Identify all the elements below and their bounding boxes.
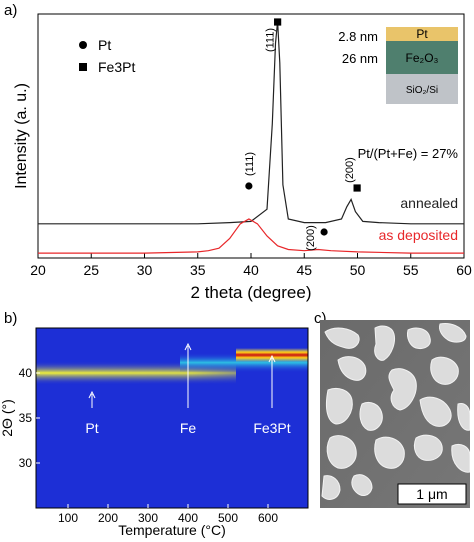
sem-particle (388, 368, 417, 411)
xrd-annotations: (111) (111) (200) (200) (244, 18, 361, 251)
layer-pt-label: Pt (416, 27, 428, 41)
sem-particle (457, 403, 470, 431)
heatmap-band-label: Fe (180, 420, 197, 436)
layer-substrate-label: SiO₂/Si (406, 85, 438, 96)
sem-particle (325, 387, 353, 425)
sem-particle (374, 325, 395, 361)
sem-particle (359, 401, 383, 431)
legend-fe3pt-label: Fe3Pt (98, 59, 135, 75)
legend-pt-label: Pt (98, 37, 111, 53)
x-tick-label: 45 (296, 262, 312, 278)
layer-fe2o3-thickness: 26 nm (342, 51, 378, 66)
panel-label-b: b) (4, 310, 18, 327)
x-tick-label: 30 (137, 262, 153, 278)
sem-micrograph: 1 μm (320, 320, 470, 508)
heatmap-y-axis-label: 2Θ (°) (0, 399, 15, 437)
xrd-y-axis-label: Intensity (a. u.) (13, 83, 30, 189)
fe3pt-peak-marker (353, 184, 361, 192)
xrd-series (38, 21, 464, 254)
layer-pt-bar (386, 27, 458, 41)
sem-particles (321, 323, 470, 500)
layer-fe2o3-bar (386, 41, 458, 74)
heatmap-band-label: Pt (85, 420, 98, 436)
x-tick-label: 50 (350, 262, 366, 278)
fe3pt-peak-marker (274, 18, 282, 26)
x-tick-label: 60 (456, 262, 472, 278)
sem-particle (351, 474, 373, 496)
heatmap-arrow-head (268, 354, 276, 363)
as-deposited-series-line (38, 218, 464, 254)
ratio-text: Pt/(Pt+Fe) = 27% (358, 146, 459, 161)
heatmap-bands (36, 348, 308, 385)
heatmap-x-tick-label: 500 (218, 511, 238, 525)
heatmap-arrow-head (184, 342, 192, 351)
legend-fe3pt-marker (79, 63, 87, 71)
layer-substrate-bar (386, 74, 458, 104)
scale-bar-label: 1 μm (416, 486, 447, 502)
sem-particle (413, 434, 443, 461)
heatmap-band-label: Fe3Pt (253, 420, 290, 436)
annealed-series-line (38, 21, 464, 225)
sem-particle (326, 435, 357, 469)
layer-pt-thickness: 2.8 nm (338, 29, 378, 44)
sem-particle (430, 356, 459, 385)
heatmap-chart: 100 200 300 400 500 600 30 35 40 Pt Fe Fe3Pt Tempe… (0, 327, 309, 538)
heatmap-x-tick-label: 600 (258, 511, 278, 525)
x-tick-label: 35 (190, 262, 206, 278)
heatmap-x-tick-label: 400 (178, 511, 198, 525)
x-tick-label: 55 (403, 262, 419, 278)
sem-particle (374, 436, 405, 469)
sem-particle (337, 356, 367, 381)
sem-particle (407, 327, 431, 349)
heatmap-x-axis-label: Temperature (°C) (118, 522, 226, 538)
sem-particle (419, 396, 452, 427)
heatmap-x-tick-label: 300 (138, 511, 158, 525)
as-deposited-label: as deposited (379, 227, 458, 243)
heatmap-axes: 100 200 300 400 500 600 30 35 40 (19, 366, 279, 525)
heatmap-y-tick-label: 40 (19, 366, 33, 380)
sem-particle (324, 327, 360, 349)
sem-particle (321, 475, 341, 500)
heatmap-arrow-head (88, 390, 96, 399)
xrd-chart: 20 25 30 35 40 45 50 55 60 (111)(111)(200)(200) … (13, 13, 472, 302)
peak-label: (111) (265, 28, 277, 52)
peak-label: (200) (305, 225, 317, 251)
heatmap-y-tick-label: 30 (19, 456, 33, 470)
sem-particle (439, 323, 467, 343)
legend-pt-marker (79, 41, 87, 49)
peak-label: (111) (244, 152, 256, 176)
x-tick-label: 20 (30, 262, 46, 278)
annealed-label: annealed (400, 195, 458, 211)
scale-bar-box (397, 483, 467, 505)
xrd-x-axis-label: 2 theta (degree) (191, 283, 312, 302)
heatmap-annotations: Pt Fe Fe3Pt (85, 342, 291, 436)
heatmap-x-tick-label: 200 (98, 511, 118, 525)
heatmap-y-tick-label: 35 (19, 411, 33, 425)
xrd-x-ticks: 20 25 30 35 40 45 50 55 60 (30, 253, 472, 278)
pt-peak-marker (320, 228, 328, 236)
peak-label: (200) (344, 157, 356, 183)
layer-fe2o3-label: Fe₂O₃ (406, 51, 439, 65)
panel-label-a: a) (4, 2, 18, 19)
x-tick-label: 25 (83, 262, 99, 278)
x-tick-label: 40 (243, 262, 259, 278)
heatmap-x-tick-label: 100 (58, 511, 78, 525)
sem-particle (451, 443, 470, 473)
pt-peak-marker (245, 182, 253, 190)
